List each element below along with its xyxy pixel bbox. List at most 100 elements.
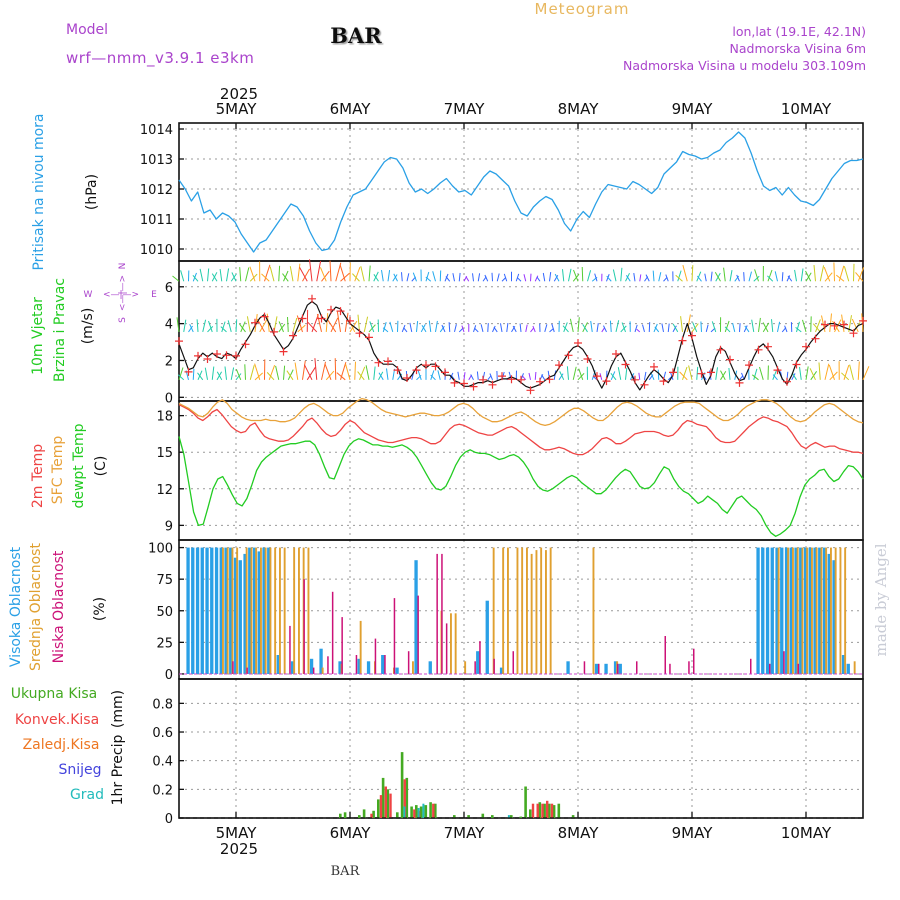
wind-barb <box>421 324 427 333</box>
y-tick-label: 0 <box>165 391 173 406</box>
wind-barb <box>857 361 860 380</box>
wind-gust-marker <box>517 375 525 384</box>
wind-barb <box>512 325 517 333</box>
mid-cloud-bar <box>516 547 519 674</box>
precip-legend: Ukupna Kisa Konvek.Kisa Zaledj.Kisa Snijeg G… <box>11 686 104 803</box>
wind-barb <box>625 275 631 282</box>
pressure-title: Pritisak na nivou mora <box>31 113 47 270</box>
wind-barb <box>316 313 322 333</box>
wind-barb <box>340 361 347 380</box>
wind-barb <box>261 273 270 282</box>
wind-gust-marker <box>745 361 753 370</box>
wind-barb <box>363 316 369 333</box>
wind-barb <box>278 265 281 282</box>
high-cloud-bar <box>761 547 765 674</box>
total-precip-bar <box>548 803 551 818</box>
high-cloud-bar <box>290 661 295 674</box>
wind-barb <box>781 272 784 282</box>
high-cloud-bar <box>818 547 822 674</box>
pressure-unit: (hPa) <box>84 174 100 210</box>
wind-gust-marker <box>384 357 392 366</box>
wind-barb <box>714 271 721 282</box>
wind-barb <box>762 322 769 333</box>
compass-east: E <box>151 290 157 300</box>
wind-barb <box>542 272 546 282</box>
wind-barb <box>403 327 408 333</box>
low-cloud-bar <box>769 663 771 674</box>
wind-barb <box>596 323 599 332</box>
wind-barb <box>259 319 268 333</box>
low-cloud-bar <box>289 625 291 674</box>
wind-gust-marker <box>773 366 782 375</box>
panel-frame-3 <box>178 539 864 680</box>
wind-barb <box>819 265 825 282</box>
wind-gust-marker <box>688 331 696 340</box>
y-tick-label: 18 <box>156 410 173 425</box>
wind-barb <box>568 268 572 282</box>
low-cloud-bar <box>303 579 305 674</box>
high-cloud-bar <box>765 547 770 674</box>
sfctemp-title: SFC Temp <box>50 436 66 505</box>
total-precip-bar <box>362 809 366 818</box>
wind-barb <box>771 319 774 332</box>
mid-cloud-bar <box>530 553 533 674</box>
cloud-unit: (%) <box>92 597 108 621</box>
wind-barb <box>813 265 816 282</box>
wind-barb <box>569 318 574 333</box>
mid-cloud-bar <box>811 547 813 674</box>
wind-barb <box>536 276 541 282</box>
wind-unit: (m/s) <box>80 308 96 345</box>
y-tick-label: 9 <box>165 519 173 534</box>
wind-barb <box>625 368 628 380</box>
wind-barb <box>767 275 774 282</box>
wind-barb <box>417 370 422 380</box>
total-precip-bar <box>519 816 523 818</box>
wind-barb <box>553 275 559 282</box>
precip-panel <box>179 752 863 819</box>
wind-barb <box>278 321 284 333</box>
cloud-panel <box>179 547 863 675</box>
wind-barb <box>245 267 250 282</box>
wind-barb <box>724 320 730 333</box>
wind-barb <box>381 270 384 282</box>
wind-barb <box>774 271 778 282</box>
mid-cloud-bar <box>264 547 267 674</box>
wind-barb <box>729 270 733 282</box>
total-precip-bar <box>529 809 532 818</box>
wind-barb <box>256 318 265 333</box>
wind-barb <box>549 272 552 282</box>
high-cloud-bar <box>200 547 204 674</box>
wind-barb <box>283 270 289 282</box>
wind-barb <box>851 318 859 333</box>
wind-barb <box>211 366 215 380</box>
y-tick-label: 75 <box>156 573 173 588</box>
total-precip-bar <box>386 789 390 818</box>
wind-barb <box>392 274 398 282</box>
wind-barb <box>208 320 213 333</box>
y-tick-label: 0.2 <box>152 783 173 798</box>
wind-gust-marker <box>460 379 468 388</box>
total-precip-bar <box>405 777 409 818</box>
wind-barb <box>430 370 435 380</box>
wind-barb <box>477 273 481 282</box>
wind-barb <box>720 370 726 381</box>
wind-barb <box>857 267 865 282</box>
wind-barb <box>501 277 507 282</box>
wind-gust-marker <box>821 320 829 329</box>
wind-barb <box>470 374 474 381</box>
y-tick-label: 0.8 <box>152 697 173 712</box>
wind-barb <box>327 319 337 333</box>
hail-precip-bar <box>417 808 420 818</box>
low-cloud-bar <box>583 661 586 674</box>
wind-gust-marker <box>488 380 497 389</box>
wind-barb <box>645 274 650 282</box>
wind-barb <box>491 272 493 282</box>
high-cloud-bar <box>604 663 608 674</box>
wind-barb <box>224 366 227 380</box>
bottom-day-label: 6MAY <box>330 824 372 842</box>
total-precip-bar <box>543 803 546 818</box>
mid-cloud-bar <box>796 547 799 674</box>
mid-cloud-bar <box>777 547 780 674</box>
mid-cloud-bar <box>279 547 281 674</box>
precip-legend-item: Snijeg <box>58 762 101 778</box>
